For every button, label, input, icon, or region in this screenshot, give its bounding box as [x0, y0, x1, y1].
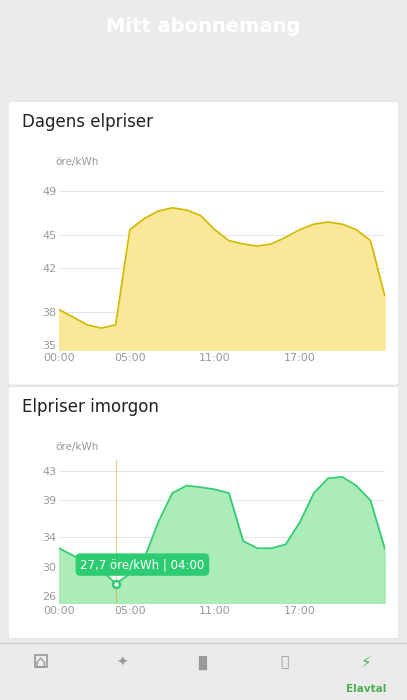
Text: ⚡: ⚡	[361, 655, 372, 670]
Text: ⌂: ⌂	[35, 654, 46, 671]
Text: ▊: ▊	[198, 655, 209, 670]
Text: 27,7 öre/kWh | 04:00: 27,7 öre/kWh | 04:00	[80, 558, 204, 571]
Text: öre/kWh: öre/kWh	[55, 442, 98, 452]
Text: Elpriser imorgon: Elpriser imorgon	[22, 398, 159, 416]
Text: öre/kWh: öre/kWh	[55, 158, 98, 167]
Text: Mitt abonnemang: Mitt abonnemang	[106, 17, 301, 36]
Text: 🔔: 🔔	[281, 655, 289, 669]
Text: Dagens elpriser: Dagens elpriser	[22, 113, 153, 132]
Text: Elavtal: Elavtal	[346, 685, 387, 694]
Text: ✦: ✦	[116, 655, 128, 669]
